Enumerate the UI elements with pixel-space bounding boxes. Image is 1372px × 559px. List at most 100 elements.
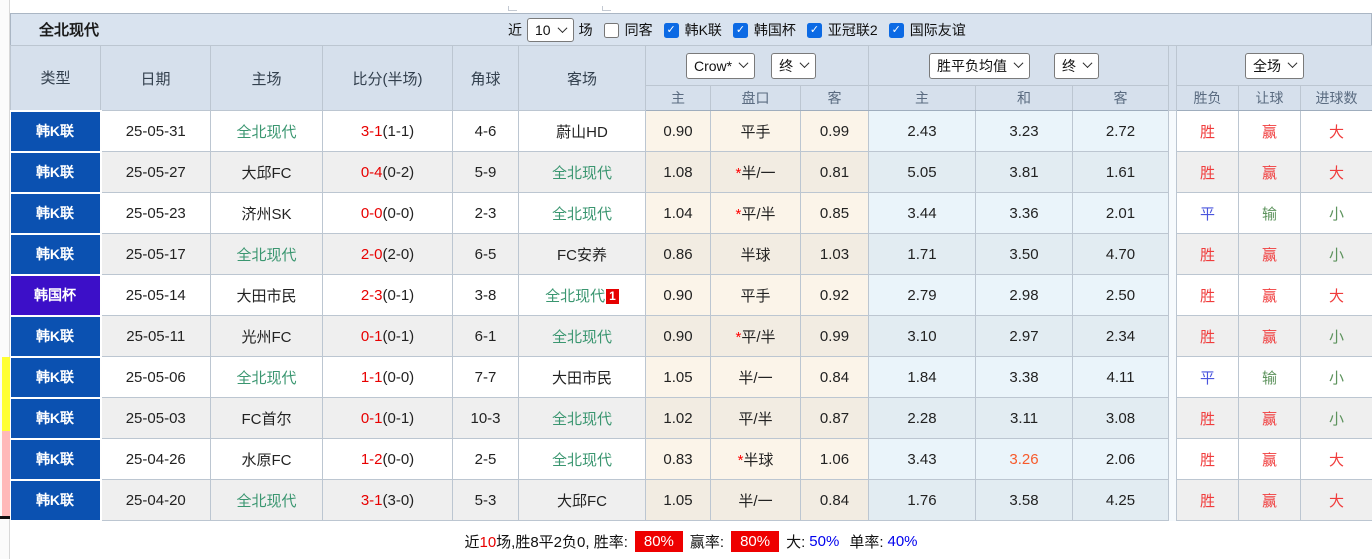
cell-away-team[interactable]: 全北现代 (518, 397, 646, 439)
cell-corner: 7-7 (452, 356, 519, 398)
cell-away-team[interactable]: 大田市民 (518, 356, 646, 398)
cell-score: 2-0(2-0) (322, 233, 453, 275)
odds-company-select[interactable]: Crow* (686, 52, 756, 79)
cell-score: 3-1(1-1) (322, 110, 453, 152)
odds-select-group: Crow* 终 (644, 45, 870, 86)
cell-away-team[interactable]: FC安养 (518, 233, 646, 275)
cell-ah-home-odds: 1.05 (645, 356, 711, 398)
cell-away-team[interactable]: 大邱FC (518, 479, 646, 521)
cell-spacer (1168, 233, 1178, 275)
cell-x12-home-odds: 5.05 (868, 151, 977, 193)
ah-line-text: 半/一 (738, 369, 773, 387)
cell-ah-away-odds: 0.85 (799, 192, 870, 234)
ah-line-text: 平手 (740, 123, 771, 141)
cell-x12-away-odds: 2.01 (1072, 192, 1170, 234)
subcol-ah-home: 主 (645, 85, 711, 111)
cell-result-goals: 小 (1300, 233, 1372, 275)
cell-x12-draw-odds: 3.23 (975, 110, 1074, 152)
checkbox-league-koreacup[interactable]: ✓ (732, 22, 748, 38)
cell-score: 0-4(0-2) (322, 151, 453, 193)
scope-select[interactable]: 全场 (1245, 52, 1305, 79)
cell-spacer (1168, 192, 1178, 234)
checkbox-league-acl2[interactable]: ✓ (806, 22, 822, 38)
cell-ah-line: 半/一 (710, 479, 801, 521)
cell-result-handicap: 输 (1238, 192, 1302, 234)
chevron-down-icon (1082, 58, 1093, 69)
cell-away-team[interactable]: 全北现代 (518, 438, 646, 480)
cell-result-handicap: 赢 (1238, 315, 1302, 357)
away-team-name: 大田市民 (551, 369, 612, 387)
cell-away-team[interactable]: 蔚山HD (518, 110, 646, 152)
cell-result-handicap: 赢 (1238, 151, 1302, 193)
fulltime-score: 0-1 (360, 409, 383, 427)
avg-odds-select[interactable]: 胜平负均值 (929, 52, 1031, 79)
fulltime-score: 2-3 (360, 286, 383, 304)
fulltime-score: 3-1 (360, 122, 383, 140)
team-title: 全北现代 (39, 22, 100, 39)
cell-home-team[interactable]: 光州FC (210, 315, 323, 357)
cell-ah-line: 平/半 (710, 397, 801, 439)
cell-type: 韩国杯 (10, 273, 102, 317)
cell-home-team[interactable]: 济州SK (210, 192, 323, 234)
fulltime-score: 0-1 (360, 327, 383, 345)
cell-result-wdl: 胜 (1176, 274, 1240, 316)
odds-time-select[interactable]: 终 (771, 52, 817, 79)
subcol-x12-away: 客 (1072, 85, 1170, 111)
cell-home-team[interactable]: 大田市民 (210, 274, 323, 316)
cell-ah-line: 平手 (710, 274, 801, 316)
single-rate-value: 40% (887, 532, 918, 550)
avg-time-select[interactable]: 终 (1054, 52, 1100, 79)
cell-result-wdl: 胜 (1176, 315, 1240, 357)
cell-spacer (1168, 438, 1178, 480)
cell-home-team[interactable]: 全北现代 (210, 479, 323, 521)
cell-ah-home-odds: 0.90 (645, 274, 711, 316)
cell-x12-away-odds: 4.11 (1072, 356, 1170, 398)
cell-result-handicap: 输 (1238, 356, 1302, 398)
col-header-home: 主场 (210, 45, 323, 111)
cell-ah-away-odds: 0.84 (799, 479, 870, 521)
cell-away-team[interactable]: 全北现代 (518, 151, 646, 193)
cell-home-team[interactable]: FC首尔 (210, 397, 323, 439)
cell-home-team[interactable]: 全北现代 (210, 110, 323, 152)
cell-result-handicap: 赢 (1238, 479, 1302, 521)
cell-x12-draw-odds: 3.58 (975, 479, 1074, 521)
cell-date: 25-05-06 (100, 356, 211, 398)
cell-away-team[interactable]: 全北现代 (518, 315, 646, 357)
checkbox-league-friendly[interactable]: ✓ (888, 22, 904, 38)
avg-select-group: 胜平负均值 终 (868, 45, 1170, 86)
cell-date: 25-05-27 (100, 151, 211, 193)
checkbox-league-kleague[interactable]: ✓ (663, 22, 679, 38)
cell-date: 25-05-14 (100, 274, 211, 316)
cell-result-goals: 大 (1300, 110, 1372, 152)
cell-corner: 4-6 (452, 110, 519, 152)
cell-type: 韩K联 (10, 396, 102, 440)
cell-home-team[interactable]: 全北现代 (210, 356, 323, 398)
cell-ah-away-odds: 0.99 (799, 315, 870, 357)
cell-away-team[interactable]: 全北现代 1 (518, 274, 646, 316)
cell-corner: 5-9 (452, 151, 519, 193)
cell-result-goals: 大 (1300, 151, 1372, 193)
subcol-ah-line: 盘口 (710, 85, 801, 111)
cell-x12-away-odds: 4.25 (1072, 479, 1170, 521)
recent-games-select[interactable]: 10 (527, 18, 574, 42)
cell-x12-away-odds: 4.70 (1072, 233, 1170, 275)
table-row: 韩K联 25-05-11 光州FC 0-1(0-1) 6-1 全北现代 0.90… (10, 314, 1372, 358)
cell-x12-home-odds: 3.43 (868, 438, 977, 480)
halftime-score: (1-1) (382, 122, 415, 140)
cell-result-wdl: 胜 (1176, 110, 1240, 152)
cell-ah-line: *平/半 (710, 192, 801, 234)
cell-home-team[interactable]: 全北现代 (210, 233, 323, 275)
away-team-name: FC安养 (557, 246, 607, 264)
ah-line-text: 平/半 (738, 410, 773, 428)
cell-home-team[interactable]: 水原FC (210, 438, 323, 480)
cell-away-team[interactable]: 全北现代 (518, 192, 646, 234)
cell-ah-away-odds: 0.87 (799, 397, 870, 439)
table-row: 韩K联 25-05-03 FC首尔 0-1(0-1) 10-3 全北现代 1.0… (10, 396, 1372, 440)
cell-home-team[interactable]: 大邱FC (210, 151, 323, 193)
cell-x12-away-odds: 2.50 (1072, 274, 1170, 316)
same-venue-checkbox[interactable] (603, 22, 619, 38)
line-change-star: * (737, 451, 744, 469)
cell-ah-home-odds: 1.04 (645, 192, 711, 234)
cell-x12-home-odds: 1.76 (868, 479, 977, 521)
